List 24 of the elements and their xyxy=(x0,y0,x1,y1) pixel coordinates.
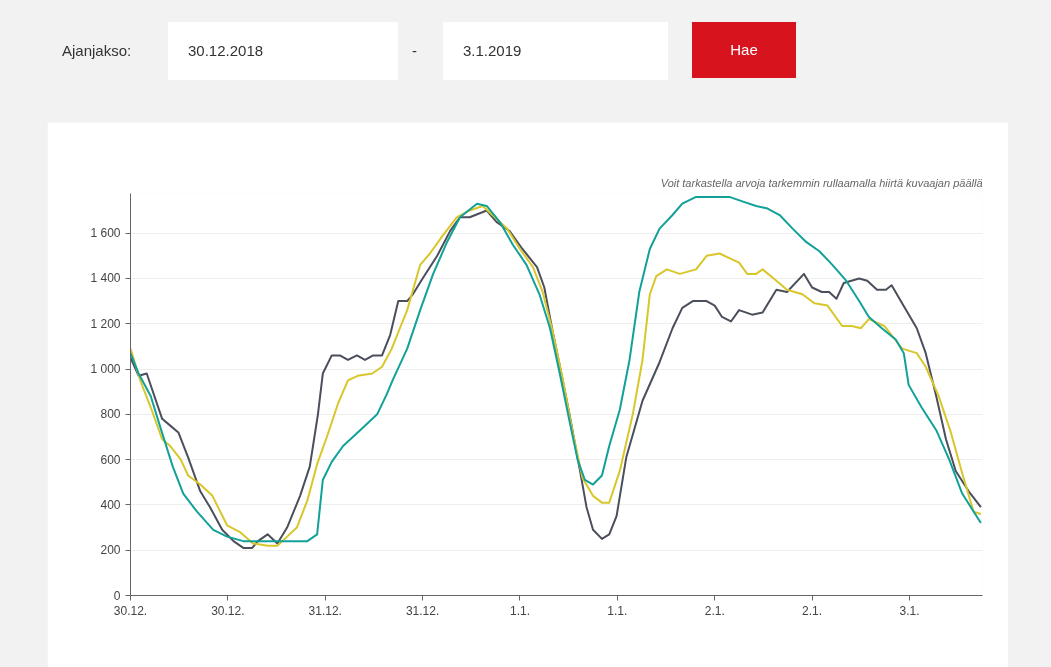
text: Hae xyxy=(692,22,796,78)
y-tick-label: 600 xyxy=(100,452,121,467)
y-tick-label: 1 000 xyxy=(90,362,121,377)
y-tick-label: 1 600 xyxy=(90,226,121,241)
text: Voit tarkastella arvoja tarkemmin rullaamalla hiirtä kuvaajan päällä xyxy=(660,176,983,189)
y-tick-label: 200 xyxy=(100,543,121,558)
y-tick-label: 1 200 xyxy=(90,316,121,331)
x-tick-label: 31.12. xyxy=(405,603,440,618)
x-tick-label: 30.12. xyxy=(113,603,148,618)
x-tick-label: 31.12. xyxy=(308,603,342,618)
x-tick-label: 1.1. xyxy=(607,603,628,618)
x-tick-label: 30.12. xyxy=(211,603,245,618)
y-tick-label: 400 xyxy=(100,497,121,512)
y-tick-label: 0 xyxy=(113,588,121,603)
x-tick-label: 2.1. xyxy=(704,603,725,618)
text: Ajanjakso: xyxy=(62,41,132,61)
y-tick-label: 800 xyxy=(100,407,121,422)
text: 30.12.2018 xyxy=(188,41,264,61)
x-tick-label: 2.1. xyxy=(802,603,823,618)
y-tick-label: 1 400 xyxy=(90,271,121,286)
x-tick-label: 3.1. xyxy=(899,603,920,618)
text: - xyxy=(412,41,417,61)
text: 3.1.2019 xyxy=(463,41,522,61)
x-tick-label: 1.1. xyxy=(509,603,530,618)
